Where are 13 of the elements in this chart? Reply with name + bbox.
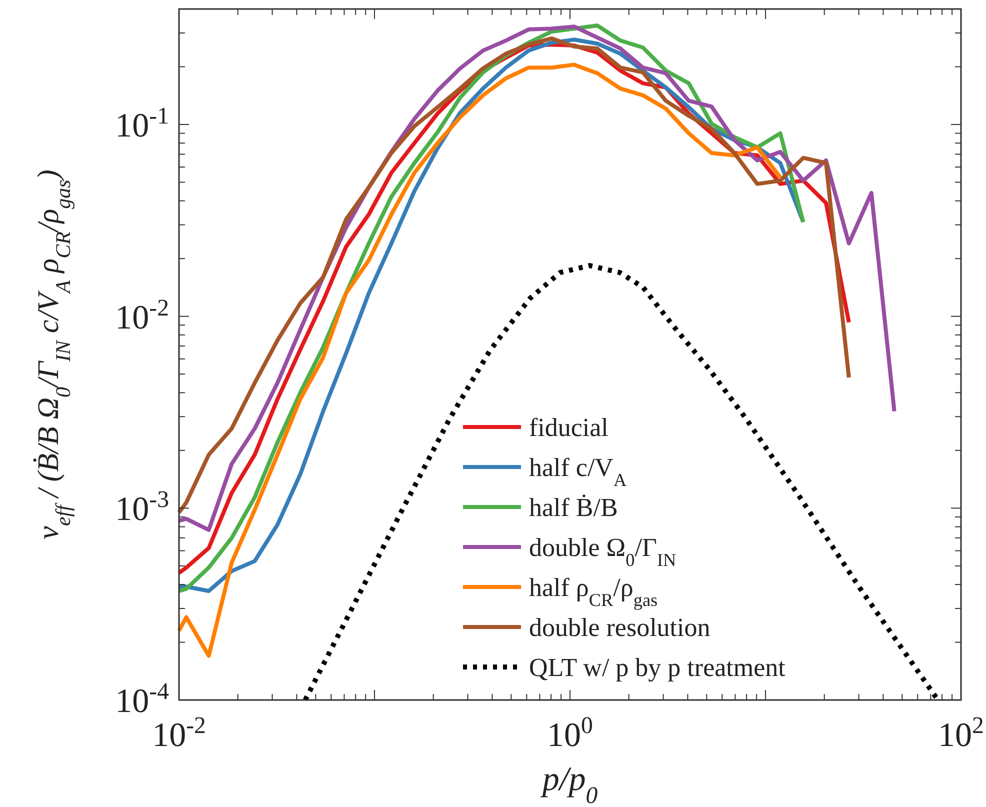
y-tick-label: 10$^{-1}$ — [115, 103, 169, 144]
legend-label: half c/V$_{A}$ — [529, 453, 627, 490]
legend-label: double Ω$_{0}$/Γ$_{IN}$ — [529, 533, 676, 570]
legend-label: half Ḃ/B — [529, 493, 618, 522]
x-tick-label: 10$^{0}$ — [547, 713, 593, 754]
legend-label: QLT w/ p by p treatment — [529, 653, 786, 682]
legend-label: fiducial — [529, 413, 608, 442]
legend-label: double resolution — [529, 613, 710, 642]
x-tick-label: 10$^{2}$ — [938, 713, 984, 754]
x-axis-title: p/p$_{0}$ — [540, 761, 598, 807]
y-tick-label: 10$^{-3}$ — [115, 487, 169, 528]
legend-label: half ρ$_{CR}$/ρ$_{gas}$ — [529, 573, 658, 610]
y-tick-label: 10$^{-2}$ — [115, 295, 169, 336]
